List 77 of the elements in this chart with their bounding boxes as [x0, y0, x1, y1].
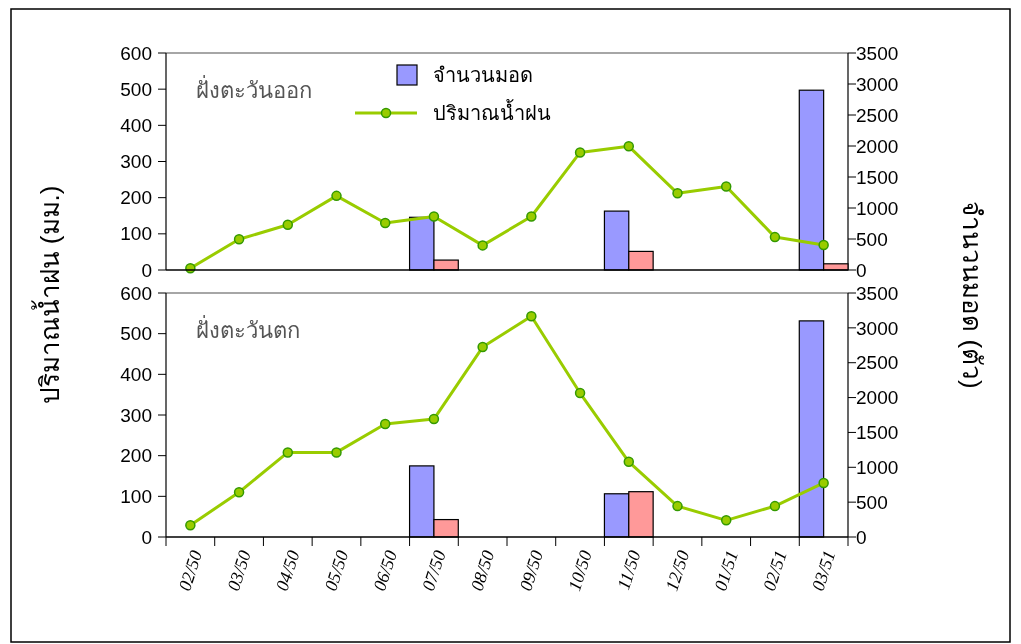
y2-tick-label: 2500 [856, 104, 899, 126]
y-tick-label: 0 [141, 259, 152, 281]
y-tick-label: 400 [120, 114, 152, 136]
point [477, 240, 488, 251]
text: ฝั่งตะวันออก [196, 75, 312, 103]
point [379, 418, 391, 430]
point [282, 447, 294, 458]
point [623, 141, 635, 152]
point [379, 217, 391, 229]
y2-tick-label: 500 [856, 491, 888, 513]
y-axis-title: ปริมาณน้ำฝน (มม.) [31, 185, 66, 405]
x-tick-label: 06/50 [369, 548, 402, 594]
x-tick-label: 04/50 [271, 548, 304, 594]
point [818, 477, 829, 489]
y2-tick-label: 1000 [856, 456, 899, 478]
y-tick-label: 200 [120, 445, 152, 467]
y2-axis-title: จำนวนมอด (ตัว) [956, 201, 987, 389]
point [769, 500, 781, 512]
point [526, 310, 537, 322]
point [233, 487, 245, 498]
y-tick-label: 600 [120, 282, 152, 304]
y-tick-label: 600 [120, 42, 152, 64]
y2-tick-label: 3500 [856, 42, 899, 64]
x-tick-label: 11/50 [613, 548, 645, 592]
y2-tick-label: 2000 [856, 387, 899, 409]
y-tick-label: 100 [120, 223, 152, 245]
point [574, 147, 586, 158]
x-tick-label: 03/50 [223, 548, 255, 594]
y2-tick-label: 1000 [856, 197, 899, 219]
point [818, 239, 829, 251]
y-tick-label: 500 [120, 78, 152, 100]
point [574, 387, 586, 399]
point [672, 500, 683, 512]
point [477, 341, 488, 353]
point [428, 211, 440, 222]
y-tick-label: 200 [120, 187, 152, 209]
point [623, 456, 635, 468]
y2-tick-label: 3000 [856, 317, 899, 339]
y2-tick-label: 3500 [856, 282, 899, 304]
point [185, 519, 196, 531]
x-tick-label: 12/50 [661, 548, 694, 594]
x-tick-label: 03/51 [807, 548, 840, 594]
point [526, 211, 537, 222]
x-tick-label: 01/51 [710, 548, 743, 594]
y-tick-label: 400 [120, 363, 152, 385]
x-tick-label: 08/50 [466, 548, 499, 594]
y2-tick-label: 0 [856, 526, 867, 548]
point [672, 188, 683, 199]
y-tick-label: 100 [120, 485, 152, 507]
y2-tick-label: 0 [856, 259, 867, 281]
y-tick-label: 500 [120, 323, 152, 345]
x-tick-label: 05/50 [320, 548, 353, 594]
text: ฝั่งตะวันตก [196, 315, 300, 343]
x-tick-label: 07/50 [418, 548, 450, 594]
point [233, 234, 245, 245]
y2-tick-label: 1500 [856, 422, 899, 444]
y-tick-label: 300 [120, 404, 152, 426]
point [331, 190, 342, 202]
x-tick-label: 02/51 [759, 548, 791, 594]
y2-tick-label: 2000 [856, 135, 899, 157]
point [282, 219, 294, 231]
point [720, 515, 732, 526]
x-tick-label: 02/50 [174, 548, 207, 594]
y2-tick-label: 2500 [856, 352, 899, 374]
y2-tick-label: 3000 [856, 73, 899, 95]
point [331, 447, 342, 458]
x-tick-label: 10/50 [564, 548, 596, 594]
y-tick-label: 0 [141, 526, 152, 548]
point [720, 181, 732, 192]
x-tick-label: 09/50 [515, 548, 548, 594]
legend-label: ปริมาณน้ำฝน [433, 99, 551, 124]
legend-label: จำนวนมอด [433, 64, 533, 86]
y-tick-label: 300 [120, 151, 152, 173]
y2-tick-label: 1500 [856, 166, 899, 188]
y2-tick-label: 500 [856, 228, 888, 250]
point [428, 413, 440, 425]
point [769, 231, 781, 243]
